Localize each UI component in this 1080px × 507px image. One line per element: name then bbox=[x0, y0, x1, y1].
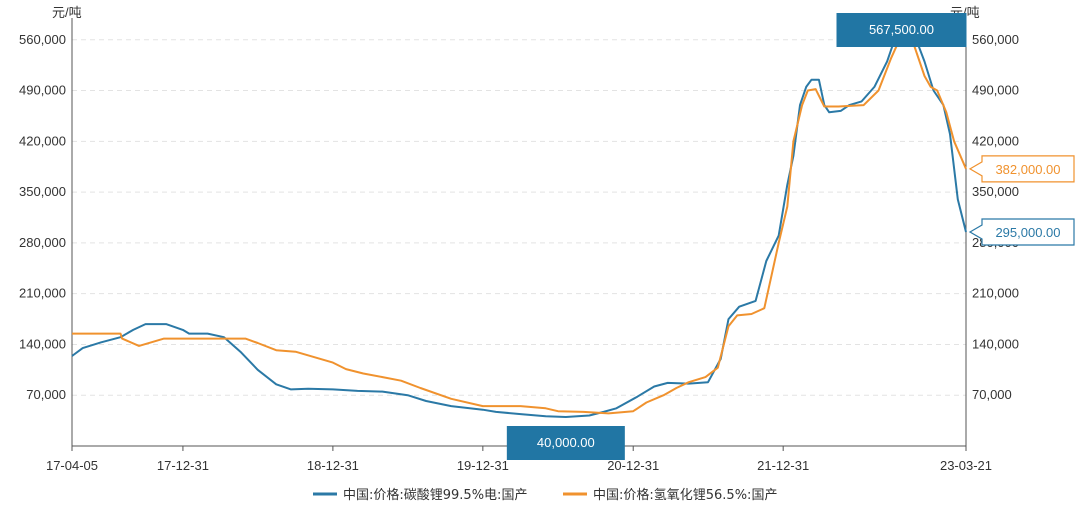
x-tick-label: 20-12-31 bbox=[607, 458, 659, 473]
y-tick-label-left: 420,000 bbox=[19, 133, 66, 148]
x-tick-label: 21-12-31 bbox=[757, 458, 809, 473]
grid-layer bbox=[72, 39, 966, 396]
callout-box bbox=[836, 13, 967, 47]
y-tick-label-right: 350,000 bbox=[972, 184, 1019, 199]
legend-item-2[interactable]: 中国:价格:氢氧化锂56.5%:国产 bbox=[563, 487, 777, 503]
y-axis-unit-left: 元/吨 bbox=[52, 5, 82, 20]
x-tick-label: 18-12-31 bbox=[307, 458, 359, 473]
x-tick-label: 17-04-05 bbox=[46, 458, 98, 473]
callout-label: 40,000.00 bbox=[537, 435, 595, 450]
legend-label: 中国:价格:碳酸锂99.5%电:国产 bbox=[343, 487, 527, 503]
y-tick-label-left: 350,000 bbox=[19, 184, 66, 199]
y-tick-label-right: 420,000 bbox=[972, 133, 1019, 148]
legend: 中国:价格:碳酸锂99.5%电:国产 中国:价格:氢氧化锂56.5%:国产 bbox=[313, 487, 777, 503]
callout-box bbox=[506, 426, 625, 460]
callout-label: 382,000.00 bbox=[995, 162, 1060, 177]
series-line-2 bbox=[72, 38, 967, 415]
callout-box bbox=[968, 218, 1075, 246]
min-value-callout: 40,000.00 bbox=[506, 426, 625, 460]
series-line-1 bbox=[71, 33, 967, 418]
legend-label: 中国:价格:氢氧化锂56.5%:国产 bbox=[593, 487, 777, 503]
y-tick-label-right: 140,000 bbox=[972, 336, 1019, 351]
callout-box bbox=[968, 155, 1075, 183]
y-tick-label-right: 210,000 bbox=[972, 286, 1019, 301]
hydroxide-last-value-callout: 382,000.00 bbox=[968, 155, 1075, 183]
y-tick-label-left: 210,000 bbox=[19, 286, 66, 301]
y-tick-label-right: 490,000 bbox=[972, 83, 1019, 98]
x-tick-label: 19-12-31 bbox=[457, 458, 509, 473]
legend-item-1[interactable]: 中国:价格:碳酸锂99.5%电:国产 bbox=[313, 487, 527, 503]
y-tick-label-right: 560,000 bbox=[972, 32, 1019, 47]
y-tick-label-left: 140,000 bbox=[19, 336, 66, 351]
y-tick-label-right: 70,000 bbox=[972, 387, 1012, 402]
y-tick-label-left: 560,000 bbox=[19, 32, 66, 47]
x-tick-label: 23-03-21 bbox=[940, 458, 992, 473]
carbonate-last-value-callout: 295,000.00 bbox=[968, 218, 1075, 246]
callout-layer: 567,500.00 40,000.00 382,000.00 295,000.00 bbox=[506, 13, 1075, 460]
max-value-callout: 567,500.00 bbox=[836, 13, 967, 47]
x-tick-label: 17-12-31 bbox=[157, 458, 209, 473]
callout-label: 295,000.00 bbox=[995, 225, 1060, 240]
series-layer bbox=[71, 33, 967, 418]
y-tick-label-left: 490,000 bbox=[19, 83, 66, 98]
y-tick-label-left: 70,000 bbox=[26, 387, 66, 402]
y-tick-label-left: 280,000 bbox=[19, 235, 66, 250]
callout-label: 567,500.00 bbox=[869, 22, 934, 37]
